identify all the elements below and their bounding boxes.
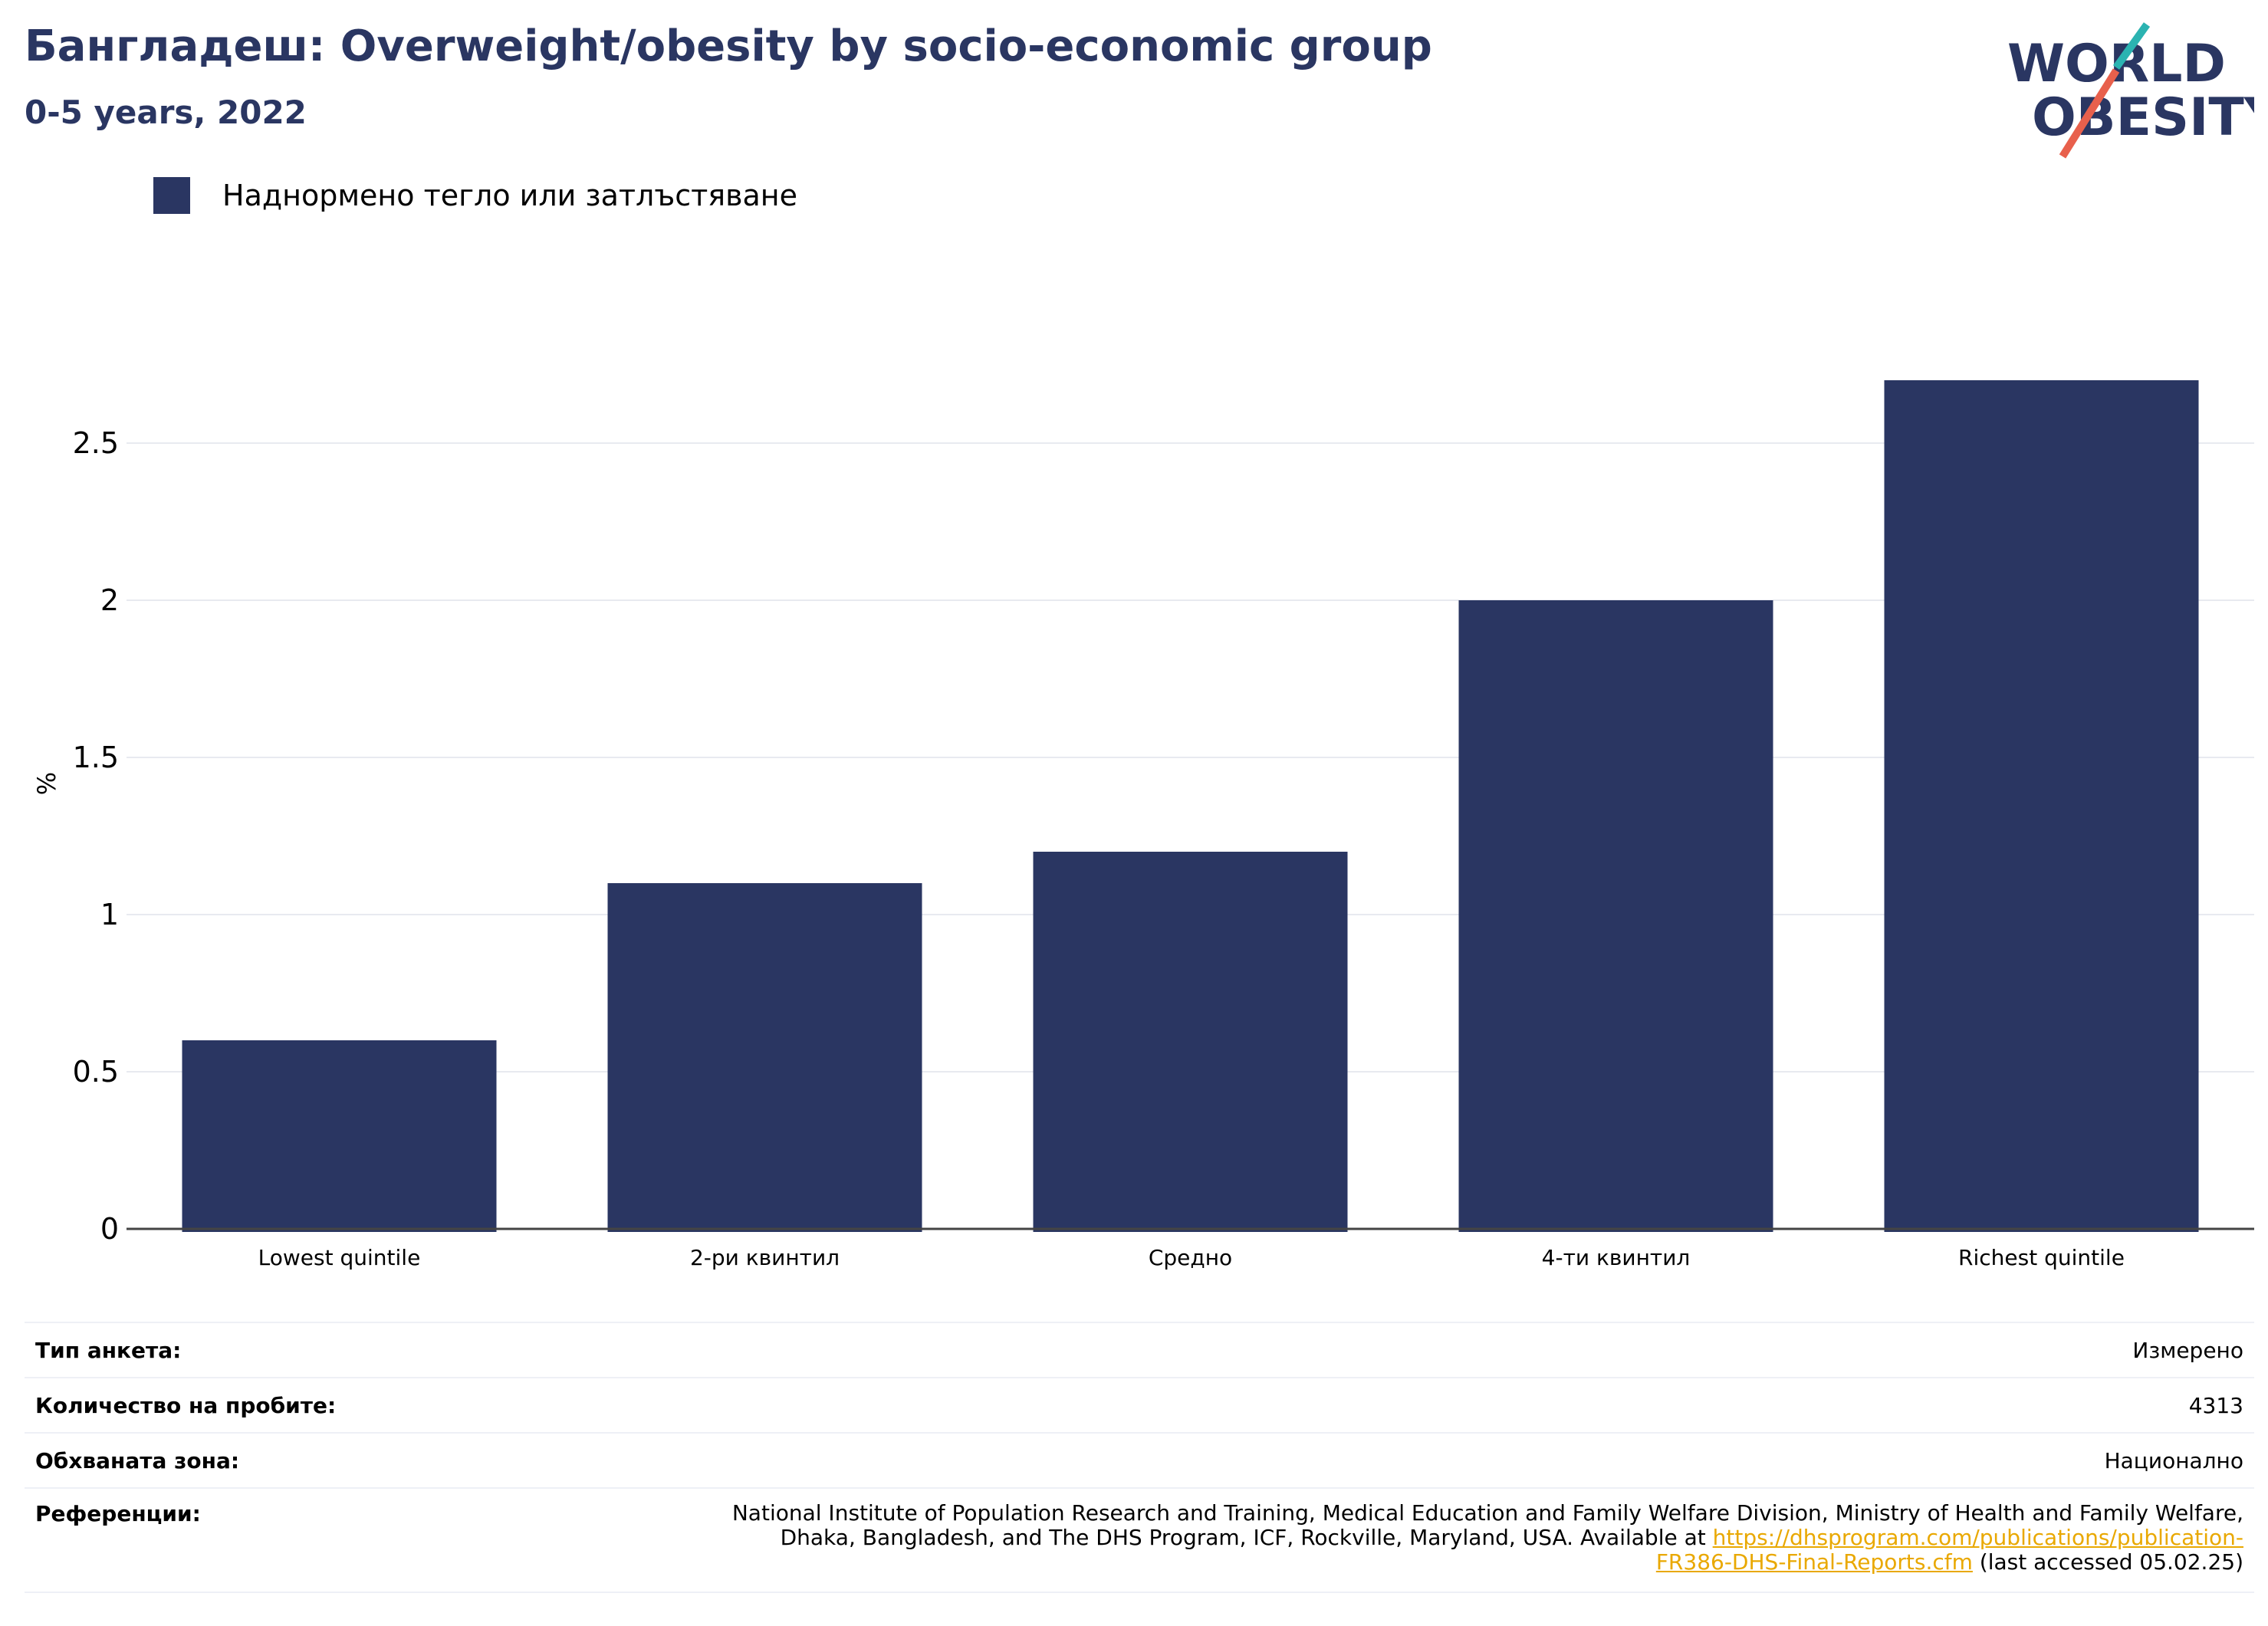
survey-type-value: Измерено	[2132, 1337, 2243, 1363]
y-tick-label: 2.5	[73, 426, 119, 460]
references-link-part1[interactable]: https://dhsprogram.com/publications/publ…	[1712, 1525, 2243, 1550]
y-tick-label: 2	[100, 583, 119, 617]
bar	[182, 1040, 497, 1232]
references-line2: Dhaka, Bangladesh, and The DHS Program, …	[780, 1525, 1713, 1550]
references-link-part2[interactable]: FR386-DHS-Final-Reports.cfm	[1655, 1549, 1973, 1575]
references-label: Референции:	[35, 1501, 201, 1526]
legend: Наднормено тегло или затлъстяване	[153, 176, 797, 215]
area-value: Национално	[2104, 1447, 2243, 1473]
y-tick-label: 0.5	[73, 1055, 119, 1089]
info-row-references: Референции: National Institute of Popula…	[25, 1487, 2254, 1593]
bar	[607, 883, 922, 1232]
references-line1: National Institute of Population Researc…	[731, 1500, 2243, 1526]
bars	[182, 380, 2199, 1232]
legend-swatch	[153, 177, 190, 214]
bar	[1033, 852, 1348, 1232]
world-obesity-logo: WORLD OBESITY	[2007, 22, 2254, 159]
chart-title: Бангладеш: Overweight/obesity by socio-e…	[25, 21, 1432, 71]
axes: 0 0.5 1 1.5 2 2.5 Lowest quintile 2-ри квинтил С…	[32, 426, 2254, 1270]
bar-chart: 0 0.5 1 1.5 2 2.5 Lowest quintile 2-ри квинтил С…	[32, 380, 2254, 1270]
y-tick-label: 1	[100, 898, 119, 931]
references-text: National Institute of Population Researc…	[457, 1501, 2243, 1575]
y-tick-label: 0	[100, 1212, 119, 1246]
area-label: Обхваната зона:	[35, 1447, 240, 1473]
info-row-area: Обхваната зона: Национално	[25, 1432, 2254, 1487]
logo-text-obesity: OBESITY	[2032, 87, 2254, 148]
info-row-survey-type: Тип анкета: Измерено	[25, 1322, 2254, 1377]
logo-slash-teal	[2112, 22, 2151, 70]
chart-subtitle: 0-5 years, 2022	[25, 94, 307, 131]
bar	[1884, 380, 2199, 1232]
x-tick-label: Средно	[1149, 1245, 1232, 1270]
y-axis-label: %	[32, 772, 61, 795]
y-tick-label: 1.5	[73, 741, 119, 774]
logo-slash-red	[2059, 68, 2120, 159]
sample-size-label: Количество на пробите:	[35, 1392, 337, 1418]
x-tick-label: 4-ти квинтил	[1542, 1245, 1691, 1270]
info-table: Тип анкета: Измерено Количество на проби…	[25, 1322, 2254, 1593]
survey-type-label: Тип анкета:	[35, 1337, 182, 1363]
references-suffix: (last accessed 05.02.25)	[1972, 1549, 2243, 1575]
info-row-sample-size: Количество на пробите: 4313	[25, 1377, 2254, 1432]
x-tick-label: 2-ри квинтил	[690, 1245, 840, 1270]
sample-size-value: 4313	[2188, 1392, 2243, 1418]
bar	[1458, 600, 1773, 1232]
x-tick-label: Lowest quintile	[258, 1245, 421, 1270]
x-tick-label: Richest quintile	[1958, 1245, 2125, 1270]
legend-label: Наднормено тегло или затлъстяване	[222, 179, 797, 212]
